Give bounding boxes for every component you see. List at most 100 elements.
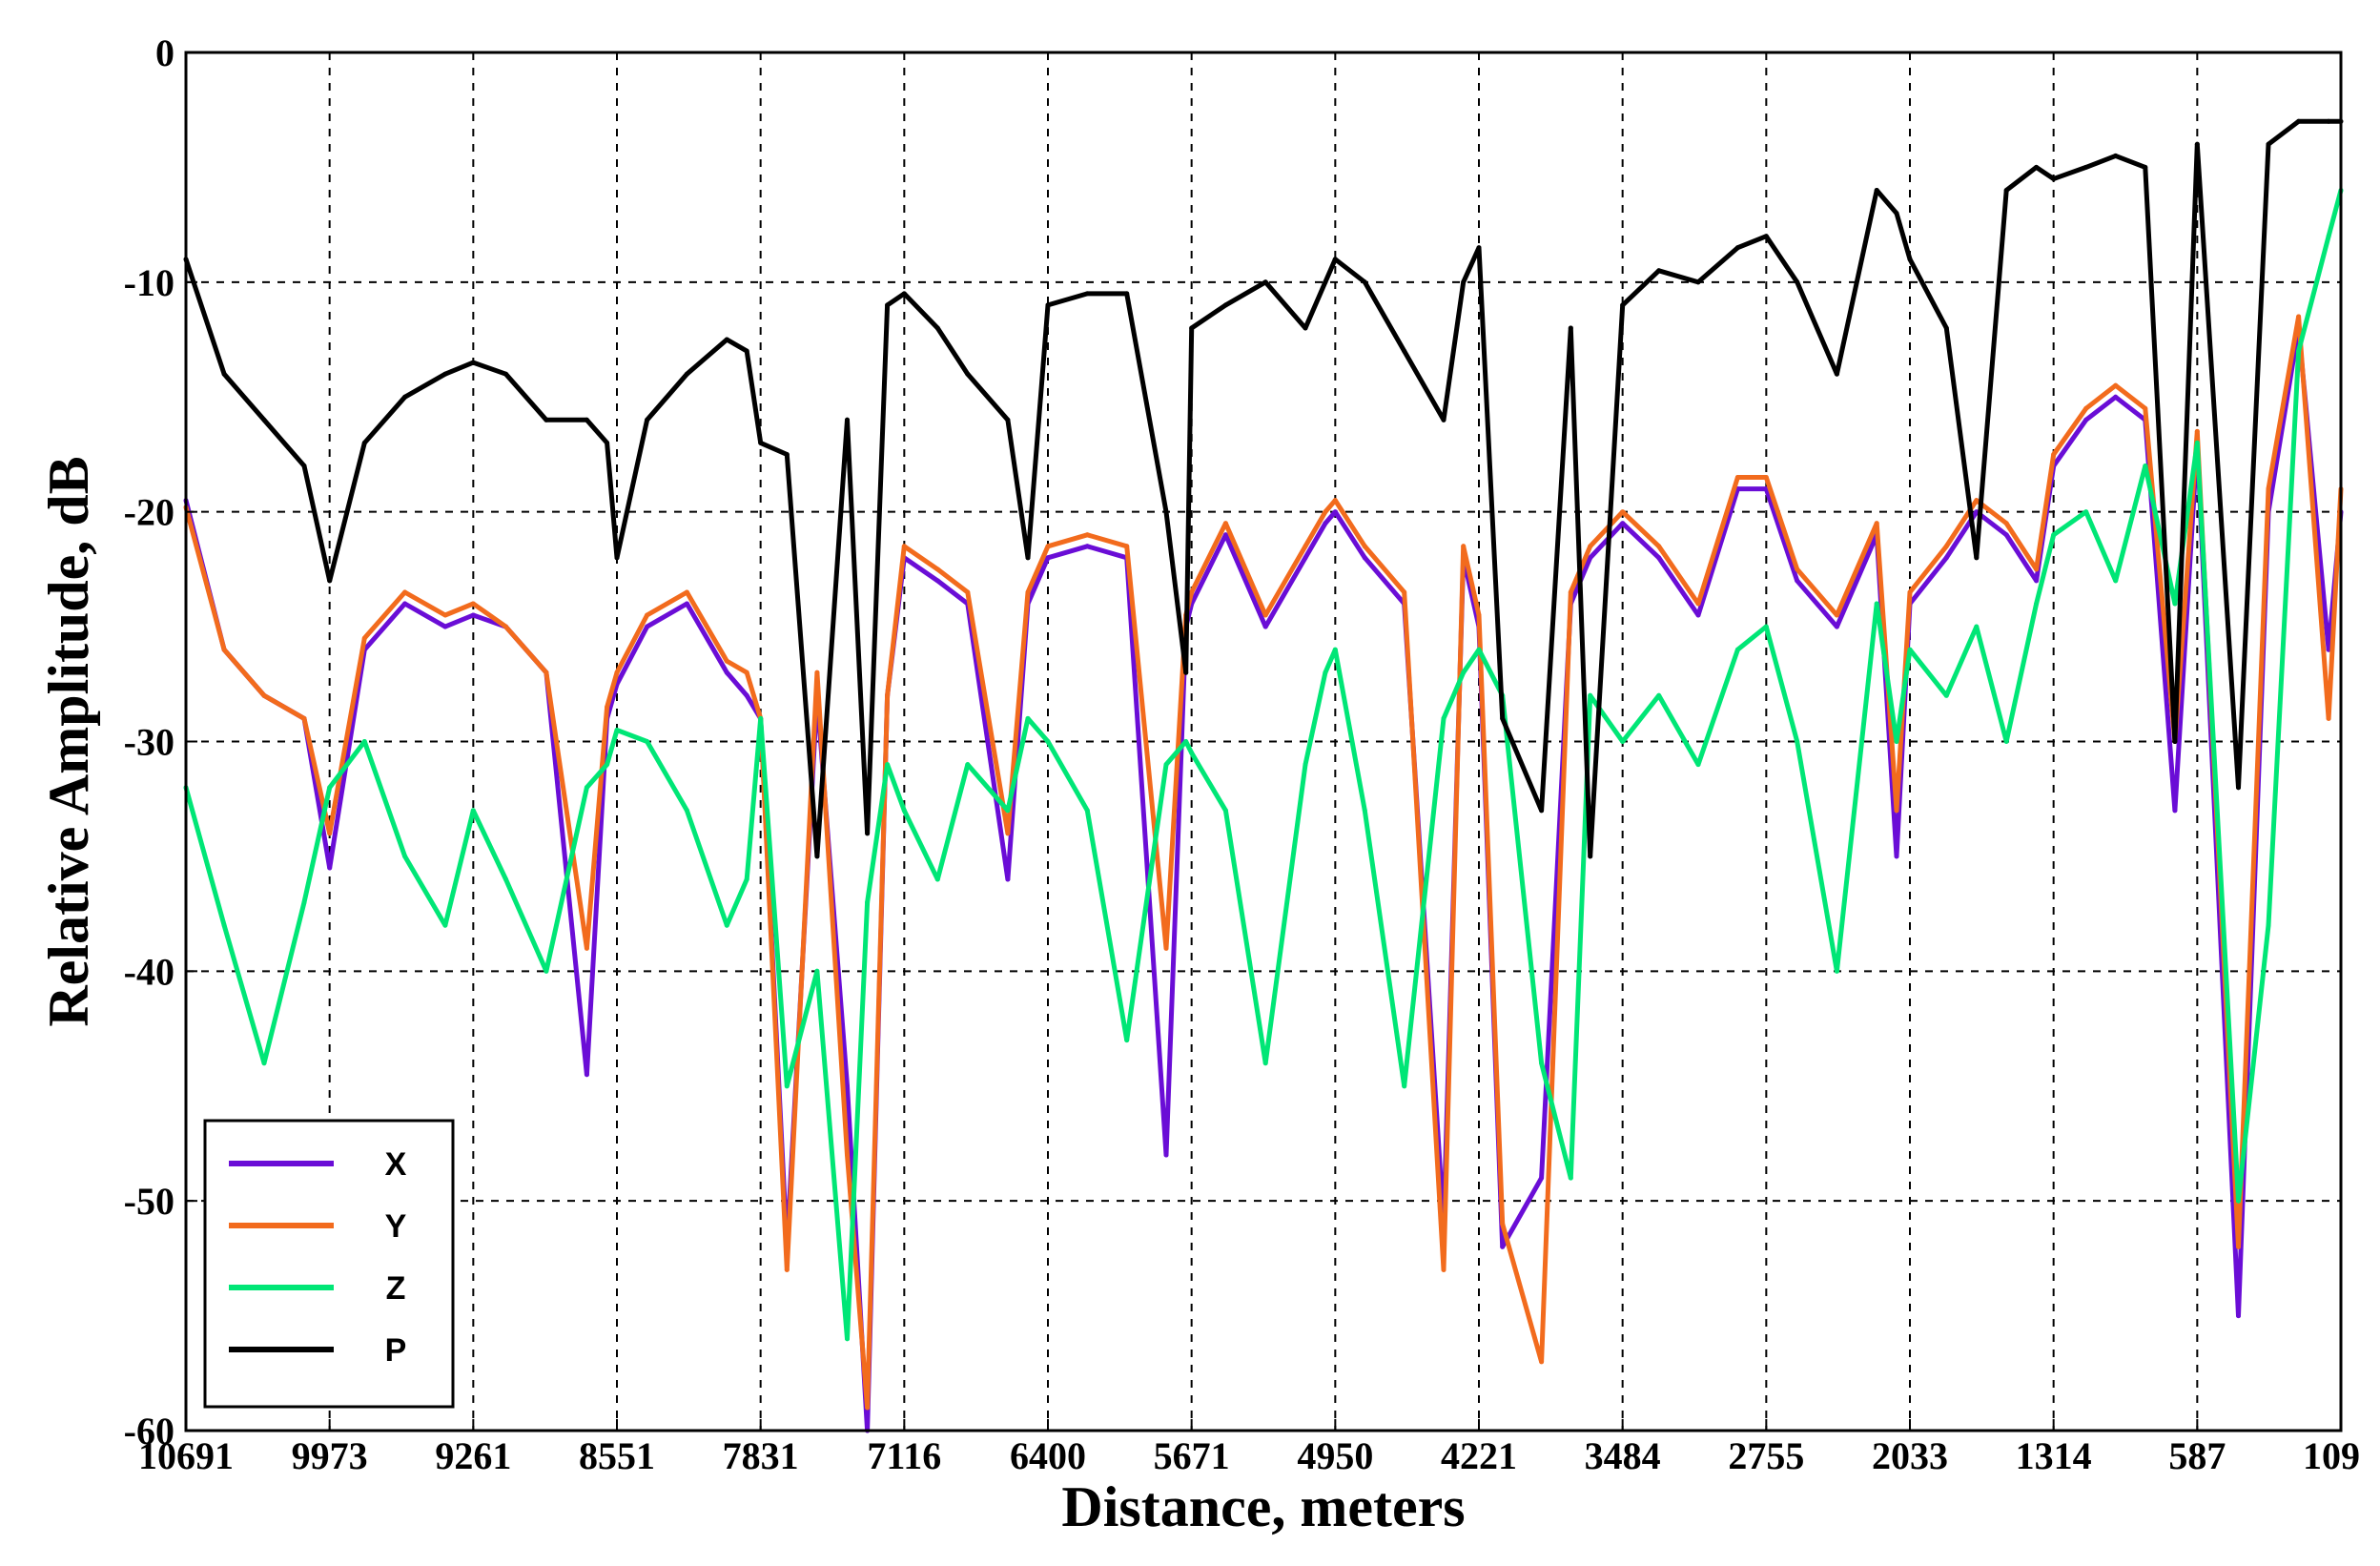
y-tick-label: -30 — [124, 721, 174, 764]
data-point-z — [1303, 762, 1308, 768]
data-point-p — [2083, 164, 2089, 170]
series-line-z — [183, 189, 2344, 1342]
legend-label-p: P — [385, 1332, 407, 1369]
data-point-y — [1734, 475, 1740, 480]
data-point-y — [327, 831, 333, 836]
data-point-y — [965, 589, 971, 595]
data-point-y — [2296, 314, 2302, 319]
data-point-y — [2051, 452, 2057, 457]
data-point-x — [744, 692, 749, 698]
data-point-y — [442, 612, 448, 618]
data-point-y — [614, 670, 620, 675]
data-point-y — [845, 1152, 850, 1158]
data-point-p — [1834, 371, 1839, 377]
data-point-y — [1943, 544, 1949, 549]
data-point-y — [2083, 405, 2089, 411]
y-tick-label: -40 — [124, 950, 174, 993]
data-point-z — [1461, 670, 1467, 675]
data-point-z — [885, 762, 891, 768]
data-point-z — [1734, 647, 1740, 652]
series-layer — [183, 118, 2344, 1433]
data-point-z — [1763, 624, 1769, 629]
x-tick-label: 5671 — [1154, 1434, 1230, 1477]
data-point-p — [1189, 325, 1195, 331]
data-point-z — [1124, 1038, 1130, 1043]
data-point-y — [1222, 521, 1228, 526]
data-point-y — [784, 1267, 790, 1272]
data-point-p — [1222, 302, 1228, 308]
data-point-z — [814, 968, 820, 974]
x-tick-label: 6400 — [1010, 1434, 1086, 1477]
data-point-y — [724, 658, 729, 664]
x-tick-label: 7831 — [723, 1434, 799, 1477]
data-point-x — [1163, 1152, 1169, 1158]
data-point-p — [503, 371, 508, 377]
y-tick-label: -50 — [124, 1180, 174, 1223]
data-point-p — [1362, 279, 1367, 285]
data-point-x — [1262, 624, 1268, 629]
data-point-p — [1476, 245, 1482, 251]
data-point-z — [361, 739, 367, 744]
data-point-z — [1795, 739, 1800, 744]
data-point-x — [327, 865, 333, 871]
data-point-z — [1362, 808, 1367, 814]
data-point-y — [1763, 475, 1769, 480]
data-point-p — [2113, 153, 2119, 158]
data-point-z — [865, 899, 871, 905]
data-point-y — [1539, 1359, 1545, 1365]
data-point-z — [744, 876, 749, 882]
data-point-y — [2326, 715, 2331, 721]
data-point-z — [584, 785, 589, 791]
data-point-x — [2236, 1313, 2241, 1319]
data-point-y — [221, 647, 227, 652]
data-point-p — [2172, 739, 2178, 744]
data-point-z — [845, 1336, 850, 1342]
legend-label-x: X — [385, 1146, 407, 1183]
data-point-y — [1323, 509, 1328, 515]
data-point-p — [1894, 211, 1899, 216]
legend-label-z: Z — [386, 1270, 406, 1307]
data-point-y — [1568, 589, 1573, 595]
data-point-y — [1461, 544, 1467, 549]
data-point-x — [2326, 647, 2331, 652]
data-point-y — [934, 567, 940, 572]
data-point-z — [605, 762, 610, 768]
legend-box — [203, 1119, 455, 1409]
data-point-z — [645, 739, 650, 744]
data-point-p — [885, 302, 891, 308]
data-point-x — [724, 670, 729, 675]
data-point-p — [1763, 234, 1769, 239]
data-point-x — [934, 578, 940, 584]
data-point-x — [1656, 555, 1662, 561]
y-tick-label: -20 — [124, 491, 174, 534]
data-point-y — [584, 945, 589, 951]
data-point-p — [442, 371, 448, 377]
x-tick-label: 7116 — [867, 1434, 941, 1477]
data-point-z — [2083, 509, 2089, 515]
data-point-z — [1163, 762, 1169, 768]
data-point-x — [1894, 854, 1899, 859]
data-point-p — [301, 464, 307, 468]
data-point-p — [1084, 291, 1090, 297]
data-point-p — [814, 854, 820, 859]
data-point-p — [361, 440, 367, 445]
data-point-z — [2266, 922, 2271, 928]
data-point-z — [2172, 601, 2178, 607]
data-point-x — [1500, 1244, 1506, 1249]
data-point-z — [301, 899, 307, 905]
data-point-z — [1025, 715, 1031, 721]
data-point-p — [1656, 268, 1662, 274]
data-point-p — [584, 417, 589, 422]
data-point-x — [1303, 555, 1308, 561]
data-point-p — [1303, 325, 1308, 331]
data-point-p — [1500, 715, 1506, 721]
data-point-p — [865, 831, 871, 836]
data-point-z — [402, 854, 408, 859]
data-point-y — [503, 624, 508, 629]
data-point-x — [1588, 555, 1593, 561]
data-point-z — [221, 922, 227, 928]
data-point-z — [1620, 739, 1626, 744]
x-tick-label: 9973 — [292, 1434, 368, 1477]
data-point-p — [1163, 509, 1169, 515]
y-tick-label: -10 — [124, 261, 174, 304]
